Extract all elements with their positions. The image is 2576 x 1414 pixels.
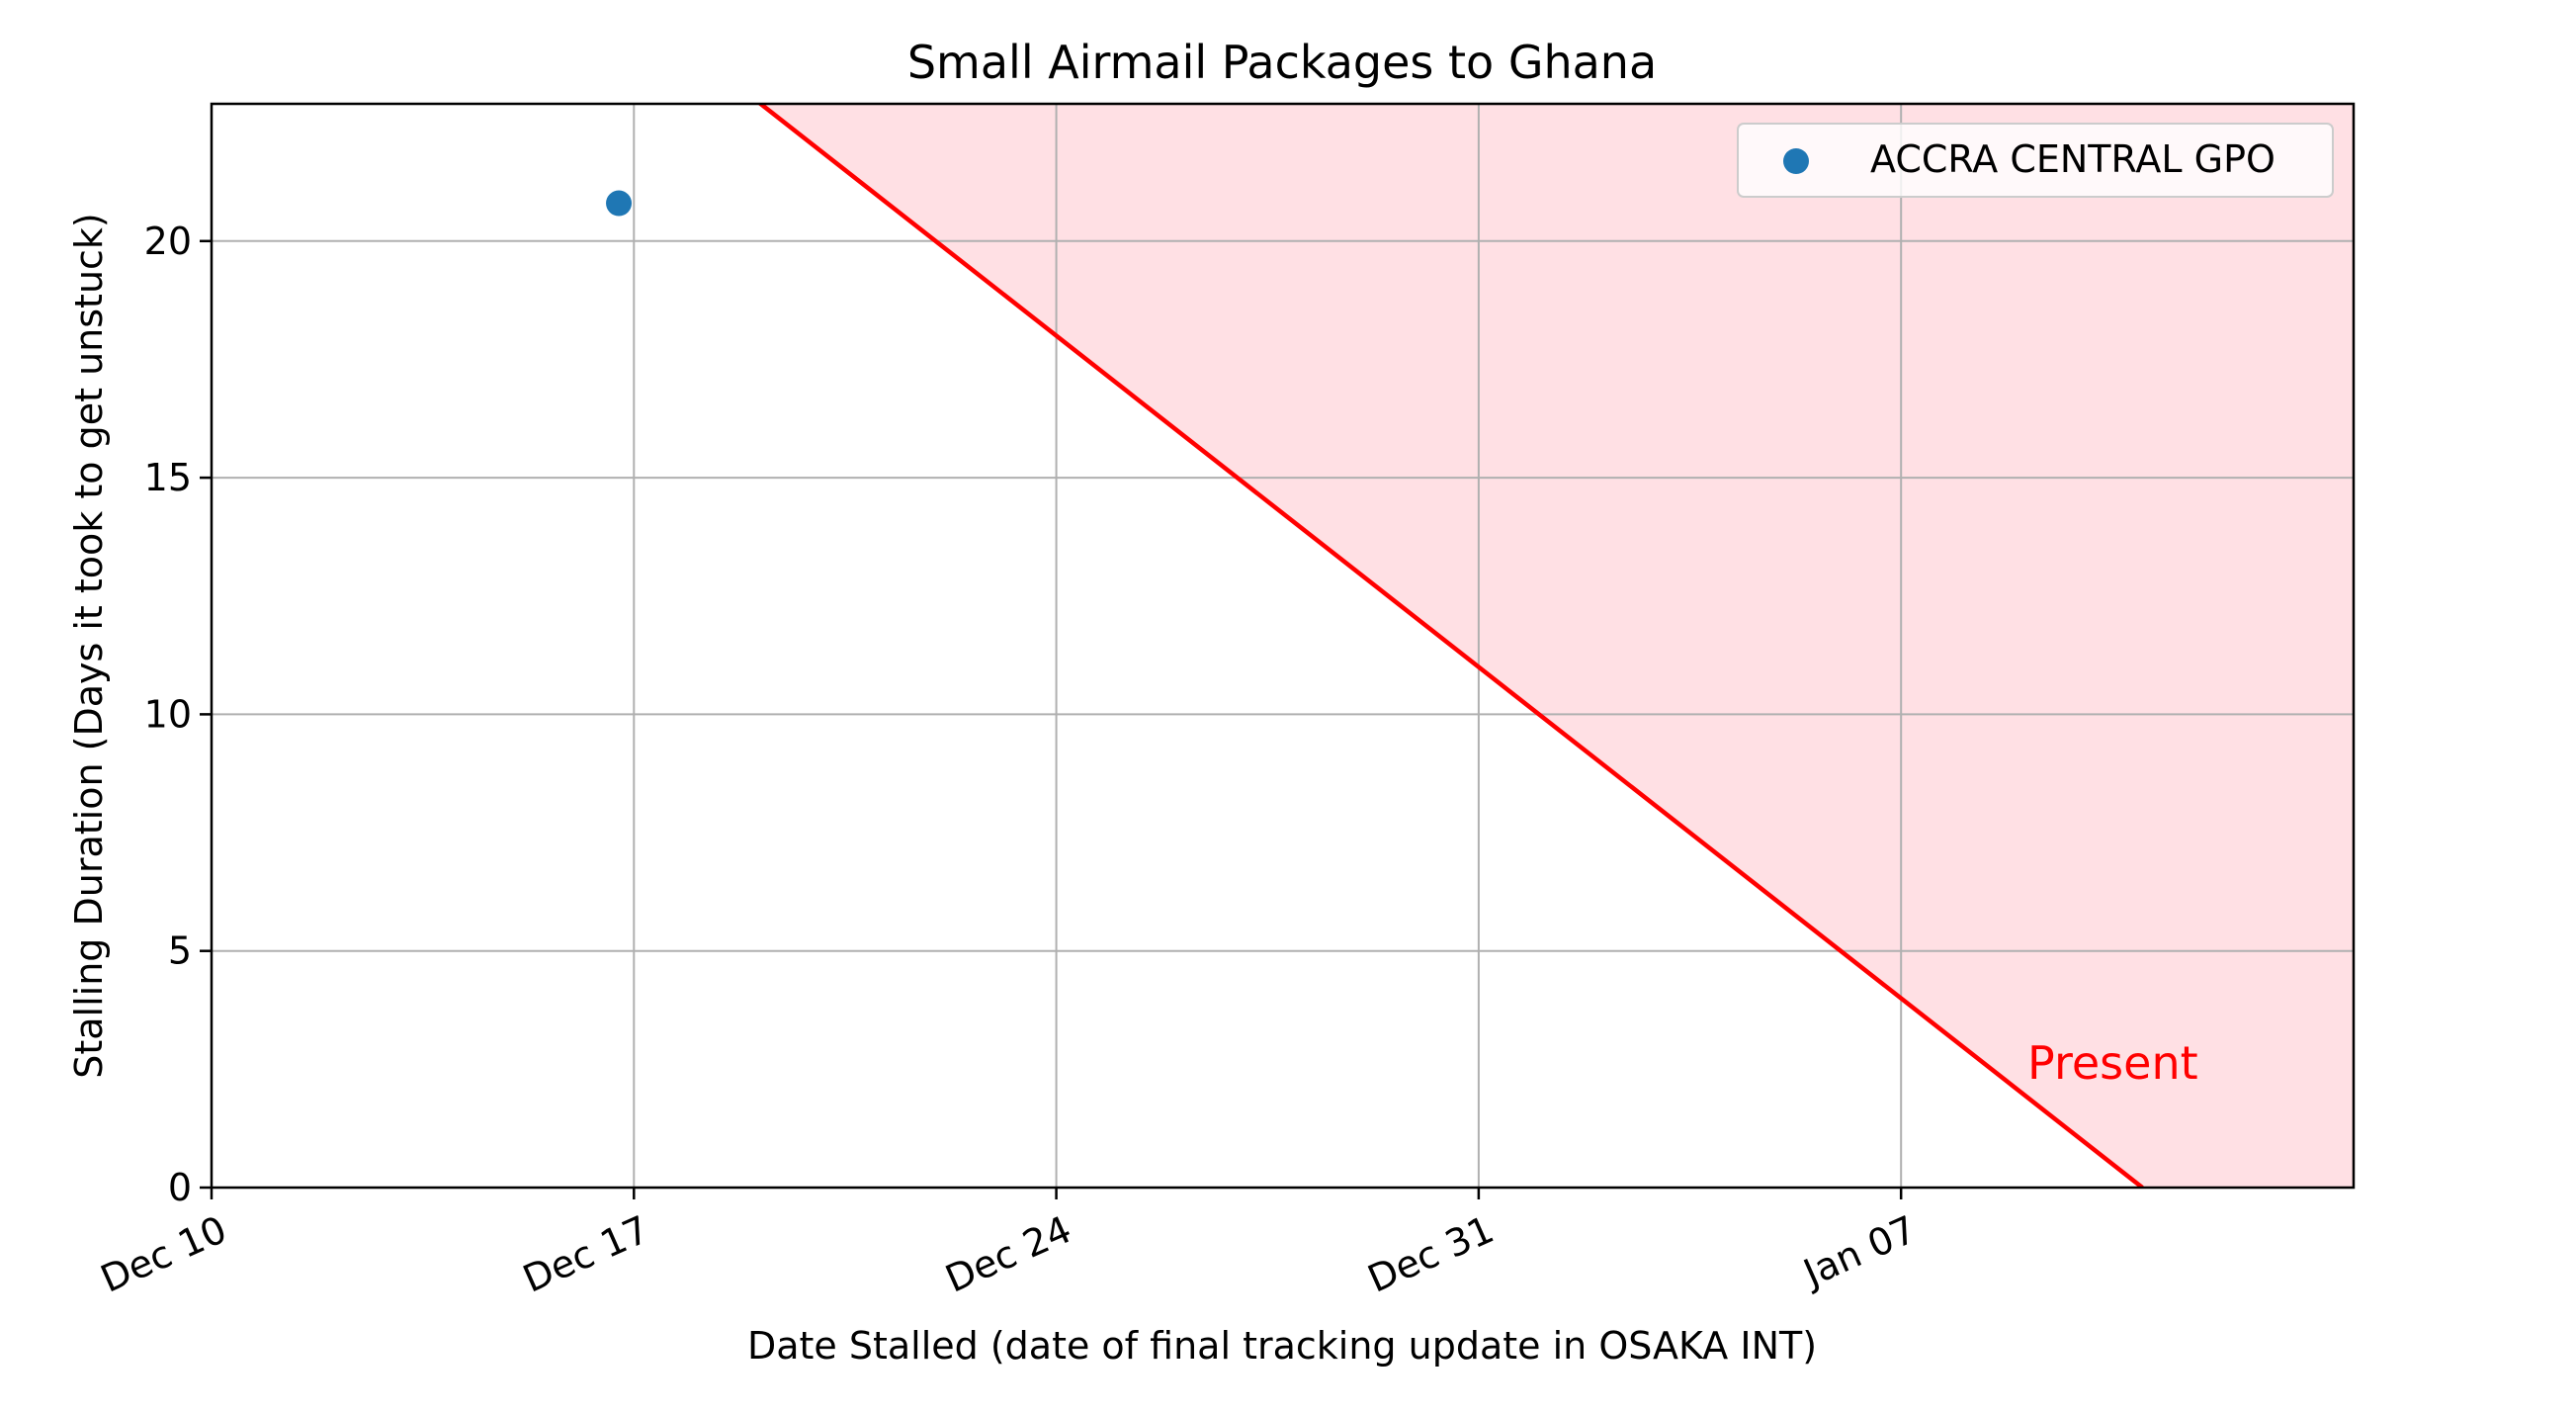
legend-label-accra-central-gpo: ACCRA CENTRAL GPO xyxy=(1870,137,2275,181)
y-tick-label-15: 15 xyxy=(144,456,192,499)
y-tick-label-20: 20 xyxy=(144,220,192,263)
y-tick-label-0: 0 xyxy=(168,1166,192,1209)
x-axis-label: Date Stalled (date of final tracking upd… xyxy=(747,1324,1817,1368)
present-line xyxy=(756,104,2144,1188)
y-tick-label-5: 5 xyxy=(168,929,192,973)
future-region xyxy=(760,104,2354,1188)
y-tick-label-10: 10 xyxy=(144,692,192,736)
y-axis-label: Stalling Duration (Days it took to get u… xyxy=(67,213,111,1079)
chart-title: Small Airmail Packages to Ghana xyxy=(907,36,1657,89)
legend: ACCRA CENTRAL GPO xyxy=(1737,123,2334,198)
legend-marker-accra-central-gpo xyxy=(1783,148,1809,174)
plot-frame xyxy=(210,102,2356,1190)
data-point-accra-central-gpo xyxy=(606,190,633,217)
legend-box xyxy=(1737,123,2334,198)
present-label: Present xyxy=(2027,1036,2198,1090)
